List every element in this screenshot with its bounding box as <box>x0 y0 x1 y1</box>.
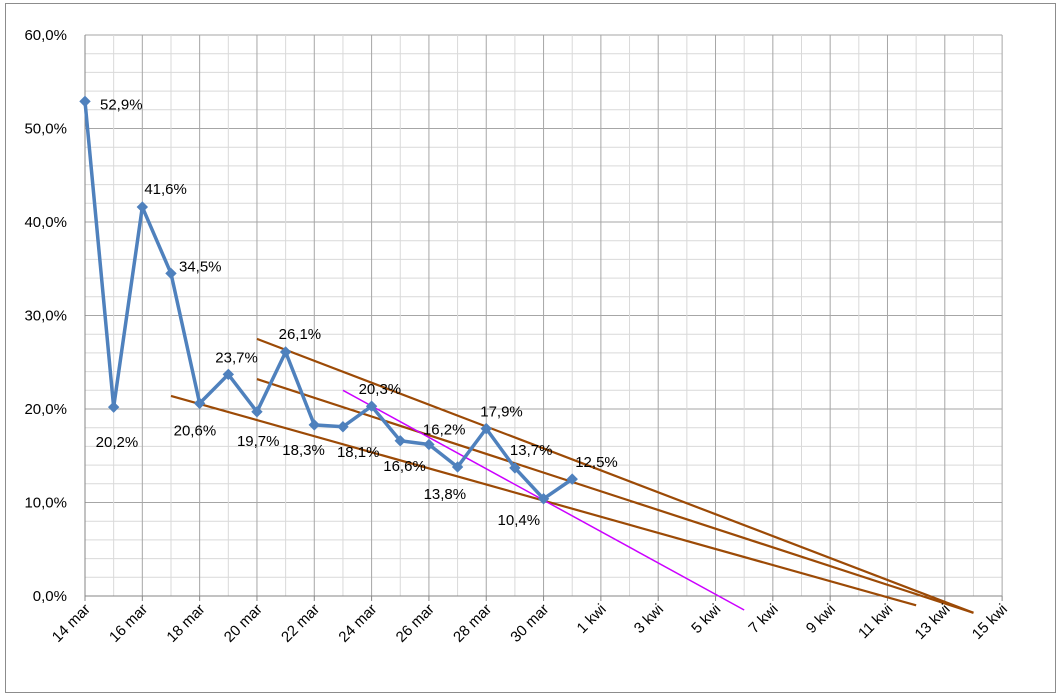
trendline <box>256 378 974 614</box>
data-point-marker <box>165 267 177 280</box>
x-tick-label: 24 mar <box>335 601 380 646</box>
data-point-marker <box>107 401 120 413</box>
data-label: 12,5% <box>575 454 618 471</box>
data-labels: 52,9% 20,2% 41,6% 34,5% 20,6% 23,7% 19,7% 26,1%… <box>96 96 618 528</box>
data-label: 20,3% <box>359 381 402 398</box>
trendline <box>256 337 974 614</box>
x-tick-label: 5 kwi <box>688 601 724 637</box>
data-point-marker <box>537 493 550 505</box>
data-point-marker <box>136 201 149 213</box>
data-label: 34,5% <box>179 258 222 275</box>
data-point-marker <box>251 406 263 418</box>
x-tick-label: 16 mar <box>106 601 151 646</box>
data-point-marker <box>365 400 378 412</box>
data-point-marker <box>480 422 492 435</box>
data-label: 13,8% <box>424 486 467 503</box>
gridlines <box>84 34 1003 597</box>
y-tick-label: 0,0% <box>33 588 67 605</box>
y-tick-label: 30,0% <box>24 308 67 325</box>
x-tick-label: 3 kwi <box>631 601 667 637</box>
x-tick-label: 30 mar <box>507 601 552 646</box>
data-label: 20,6% <box>174 422 217 439</box>
x-tick-label: 1 kwi <box>574 601 610 637</box>
x-tick-label: 18 mar <box>163 601 208 646</box>
data-point-marker <box>222 368 235 381</box>
y-tick-label: 60,0% <box>24 27 67 44</box>
data-label: 10,4% <box>498 512 541 529</box>
series-line <box>83 101 574 501</box>
y-tick-label: 40,0% <box>24 214 67 231</box>
data-label: 52,9% <box>100 96 143 113</box>
x-tick-label: 26 mar <box>393 601 438 646</box>
x-tick-label: 7 kwi <box>745 601 781 637</box>
x-tick-label: 11 kwi <box>855 601 896 642</box>
data-label: 26,1% <box>279 326 322 343</box>
y-tick-label: 20,0% <box>24 401 67 418</box>
x-tick-label: 28 mar <box>450 601 495 646</box>
x-tick-label: 20 mar <box>221 601 266 646</box>
data-point-marker <box>509 462 521 474</box>
data-series <box>79 95 578 505</box>
data-label: 41,6% <box>144 181 187 198</box>
data-label: 13,7% <box>510 442 553 459</box>
data-point-marker <box>79 95 91 108</box>
x-tick-label: 13 kwi <box>912 601 954 643</box>
tick-labels: 0,0% 10,0% 20,0% 30,0% 40,0% 50,0% 60,0% 14 mar… <box>24 27 1010 646</box>
data-point-marker <box>193 397 206 410</box>
y-tick-label: 50,0% <box>24 121 67 138</box>
data-point-marker <box>566 473 578 485</box>
data-label: 17,9% <box>480 404 523 421</box>
axes <box>84 35 1003 601</box>
data-label: 23,7% <box>215 349 258 366</box>
data-point-marker <box>279 346 292 358</box>
data-point-marker <box>308 419 320 431</box>
data-label: 18,3% <box>282 442 325 459</box>
y-tick-label: 10,0% <box>24 495 67 512</box>
x-tick-label: 9 kwi <box>803 601 839 637</box>
data-label: 16,2% <box>423 422 466 439</box>
x-tick-label: 15 kwi <box>969 601 1011 643</box>
data-label: 18,1% <box>337 444 380 461</box>
data-point-marker <box>423 438 435 451</box>
data-point-marker <box>394 435 406 447</box>
data-label: 19,7% <box>237 433 280 450</box>
data-label: 16,6% <box>383 458 426 475</box>
x-tick-label: 22 mar <box>278 601 323 646</box>
data-label: 20,2% <box>96 434 139 451</box>
x-tick-label: 14 mar <box>49 601 94 646</box>
data-point-marker <box>451 461 464 473</box>
data-point-marker <box>337 421 349 433</box>
